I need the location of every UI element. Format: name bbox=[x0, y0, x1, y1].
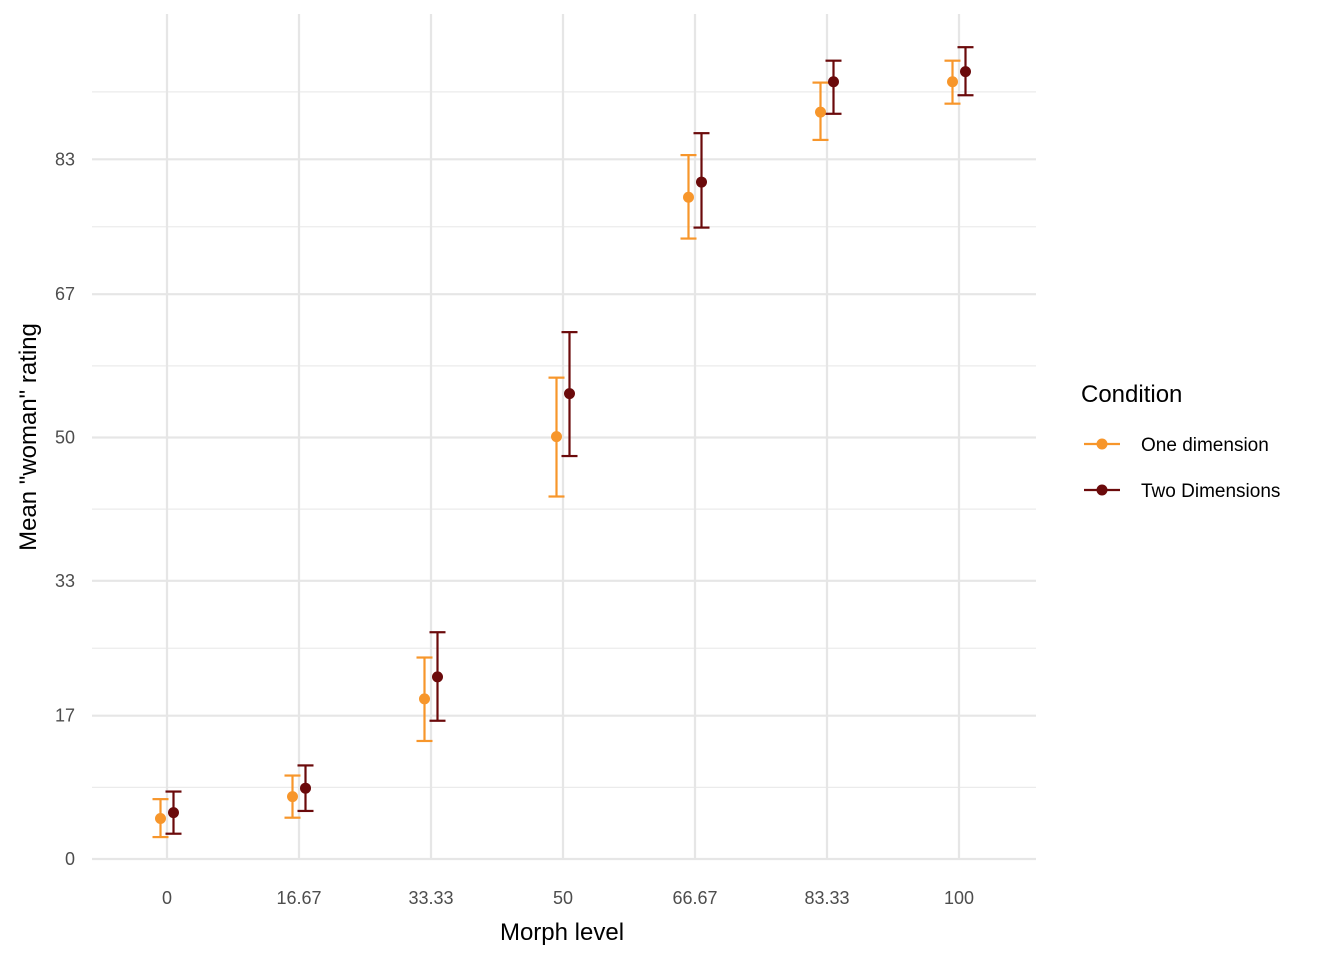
y-tick-label: 83 bbox=[55, 149, 75, 169]
y-tick-label: 17 bbox=[55, 706, 75, 726]
legend-key-point bbox=[1096, 438, 1108, 450]
legend-label: Two Dimensions bbox=[1141, 481, 1280, 502]
x-axis-title: Morph level bbox=[500, 919, 624, 946]
data-point bbox=[947, 76, 958, 88]
data-point bbox=[168, 807, 179, 819]
y-tick-label: 33 bbox=[55, 571, 75, 591]
data-points bbox=[155, 66, 971, 825]
y-axis-title: Mean "woman" rating bbox=[15, 323, 42, 551]
data-point bbox=[551, 431, 562, 443]
x-tick-label: 50 bbox=[553, 888, 573, 908]
x-tick-label: 0 bbox=[162, 888, 172, 908]
legend-item: One dimension bbox=[1084, 435, 1269, 456]
y-axis-tick-labels: 0 17 33 50 67 83 bbox=[55, 149, 75, 869]
legend: Condition One dimension Two Dimensions bbox=[1081, 381, 1280, 502]
legend-label: One dimension bbox=[1141, 435, 1269, 456]
data-point bbox=[564, 388, 575, 400]
grid-major bbox=[92, 14, 1036, 861]
data-point bbox=[432, 671, 443, 683]
data-point bbox=[828, 76, 839, 88]
y-tick-label: 50 bbox=[55, 428, 75, 448]
legend-title: Condition bbox=[1081, 381, 1182, 408]
data-point bbox=[287, 791, 298, 803]
data-point bbox=[696, 176, 707, 188]
x-tick-label: 66.67 bbox=[672, 888, 717, 908]
x-tick-label: 16.67 bbox=[276, 888, 321, 908]
x-tick-label: 33.33 bbox=[408, 888, 453, 908]
data-point bbox=[960, 66, 971, 78]
legend-key-point bbox=[1096, 484, 1108, 496]
x-axis-tick-labels: 0 16.67 33.33 50 66.67 83.33 100 bbox=[162, 888, 974, 908]
x-tick-label: 83.33 bbox=[804, 888, 849, 908]
y-tick-label: 0 bbox=[65, 849, 75, 869]
data-point bbox=[683, 191, 694, 203]
legend-item: Two Dimensions bbox=[1084, 481, 1280, 502]
data-point bbox=[300, 782, 311, 794]
x-tick-label: 100 bbox=[944, 888, 974, 908]
data-point bbox=[155, 813, 166, 825]
data-point bbox=[419, 693, 430, 705]
data-point bbox=[815, 106, 826, 118]
y-tick-label: 67 bbox=[55, 284, 75, 304]
